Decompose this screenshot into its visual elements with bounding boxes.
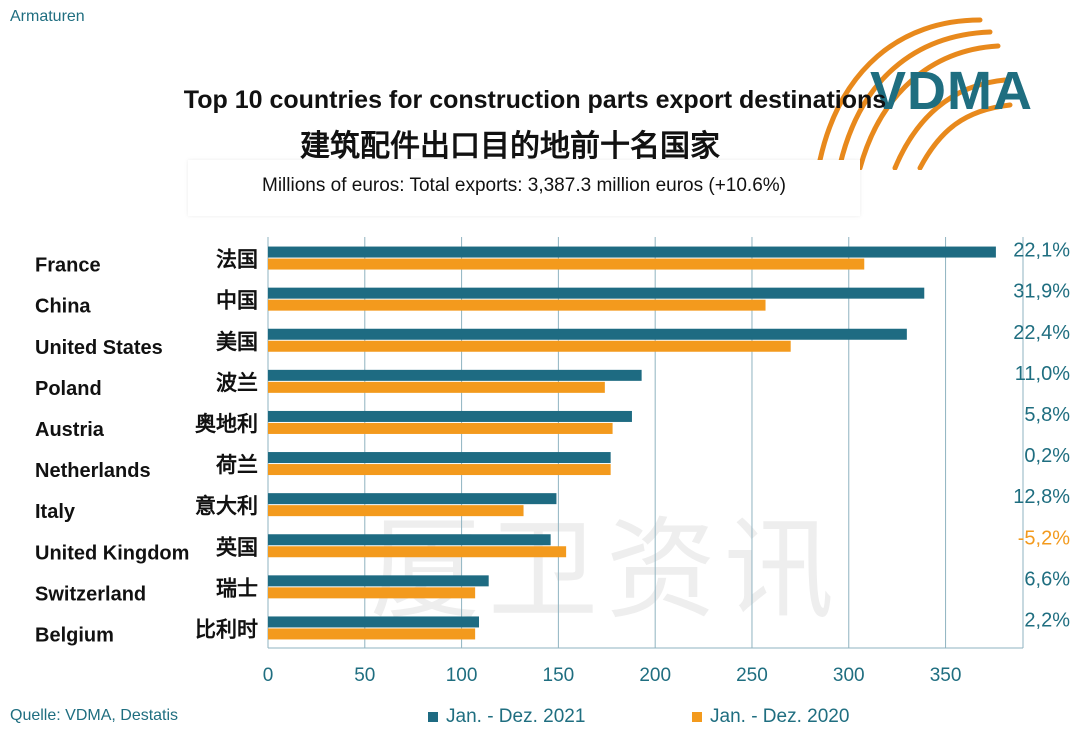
vdma-logo: VDMA [870,61,1033,121]
y-category-label-cn: 奥地利 [195,412,258,436]
bar-2020 [268,381,605,393]
y-category-label-cn: 比利时 [195,617,258,641]
y-category-label-cn: 瑞士 [216,576,258,600]
x-tick-label: 100 [446,665,478,686]
bar-2020 [268,628,476,640]
bar-2020 [268,258,865,270]
bar-2020 [268,422,613,434]
bar-2021 [268,575,489,587]
x-tick-label: 0 [263,665,274,686]
bar-2020 [268,505,524,517]
y-category-label-cn: 荷兰 [216,453,258,477]
bar-2021 [268,287,925,299]
change-label: 6,6% [1024,568,1070,590]
bar-2020 [268,340,791,352]
y-category-label: Italy [35,501,76,523]
bar-2021 [268,493,557,505]
watermark: 厦卫资讯 [370,506,842,634]
bar-2020 [268,546,567,558]
vdma-logo-arcs [817,17,1013,170]
x-tick-label: 200 [639,665,671,686]
x-tick-label: 350 [930,665,962,686]
change-label: 0,2% [1024,445,1070,467]
bar-2021 [268,534,551,546]
y-category-label: Poland [35,378,102,400]
x-tick-label: 250 [736,665,768,686]
source-note: Quelle: VDMA, Destatis [10,707,179,724]
legend-item-2020: Jan. - Dez. 2020 [692,706,849,728]
change-label: 22,4% [1013,322,1070,344]
chart-subtitle: Millions of euros: Total exports: 3,387.… [188,160,860,216]
chart-title-cn: 建筑配件出口目的地前十名国家 [300,129,720,164]
x-tick-label: 50 [354,665,375,686]
bar-2021 [268,410,632,422]
y-category-label: Switzerland [35,583,146,605]
y-category-label-cn: 中国 [216,289,258,313]
y-category-label: Belgium [35,624,114,646]
y-category-label: Austria [35,419,105,441]
change-label: 5,8% [1024,404,1070,426]
y-category-label-cn: 意大利 [195,494,258,518]
x-tick-label: 300 [833,665,865,686]
y-category-label: France [35,255,101,277]
bar-2020 [268,299,766,311]
change-label: 31,9% [1013,281,1070,303]
change-label: 12,8% [1013,486,1070,508]
y-category-label: Netherlands [35,460,151,482]
bar-2021 [268,328,907,340]
bar-2021 [268,452,611,464]
bar-2020 [268,464,611,476]
y-category-label: United States [35,337,163,359]
change-label: 2,2% [1024,609,1070,631]
change-label: 22,1% [1013,240,1070,262]
legend-swatch-2020 [692,712,702,722]
x-tick-label: 150 [543,665,575,686]
legend-swatch-2021 [428,712,438,722]
y-category-label-cn: 英国 [216,535,258,559]
bar-2020 [268,587,476,599]
y-category-label-cn: 法国 [216,248,258,272]
legend-label-2021: Jan. - Dez. 2021 [446,706,586,727]
y-category-label-cn: 波兰 [216,371,258,395]
y-category-label-cn: 美国 [216,330,258,354]
change-label: -5,2% [1018,527,1070,549]
y-category-label: United Kingdom [35,542,189,564]
y-category-label: China [35,296,91,318]
legend-label-2020: Jan. - Dez. 2020 [710,706,850,727]
bar-2021 [268,246,996,258]
bar-2021 [268,616,480,628]
bar-2021 [268,369,642,381]
change-label: 11,0% [1015,363,1070,385]
category-label: Armaturen [10,8,85,25]
legend-item-2021: Jan. - Dez. 2021 [428,706,585,728]
chart-title: Top 10 countries for construction parts … [183,86,887,114]
